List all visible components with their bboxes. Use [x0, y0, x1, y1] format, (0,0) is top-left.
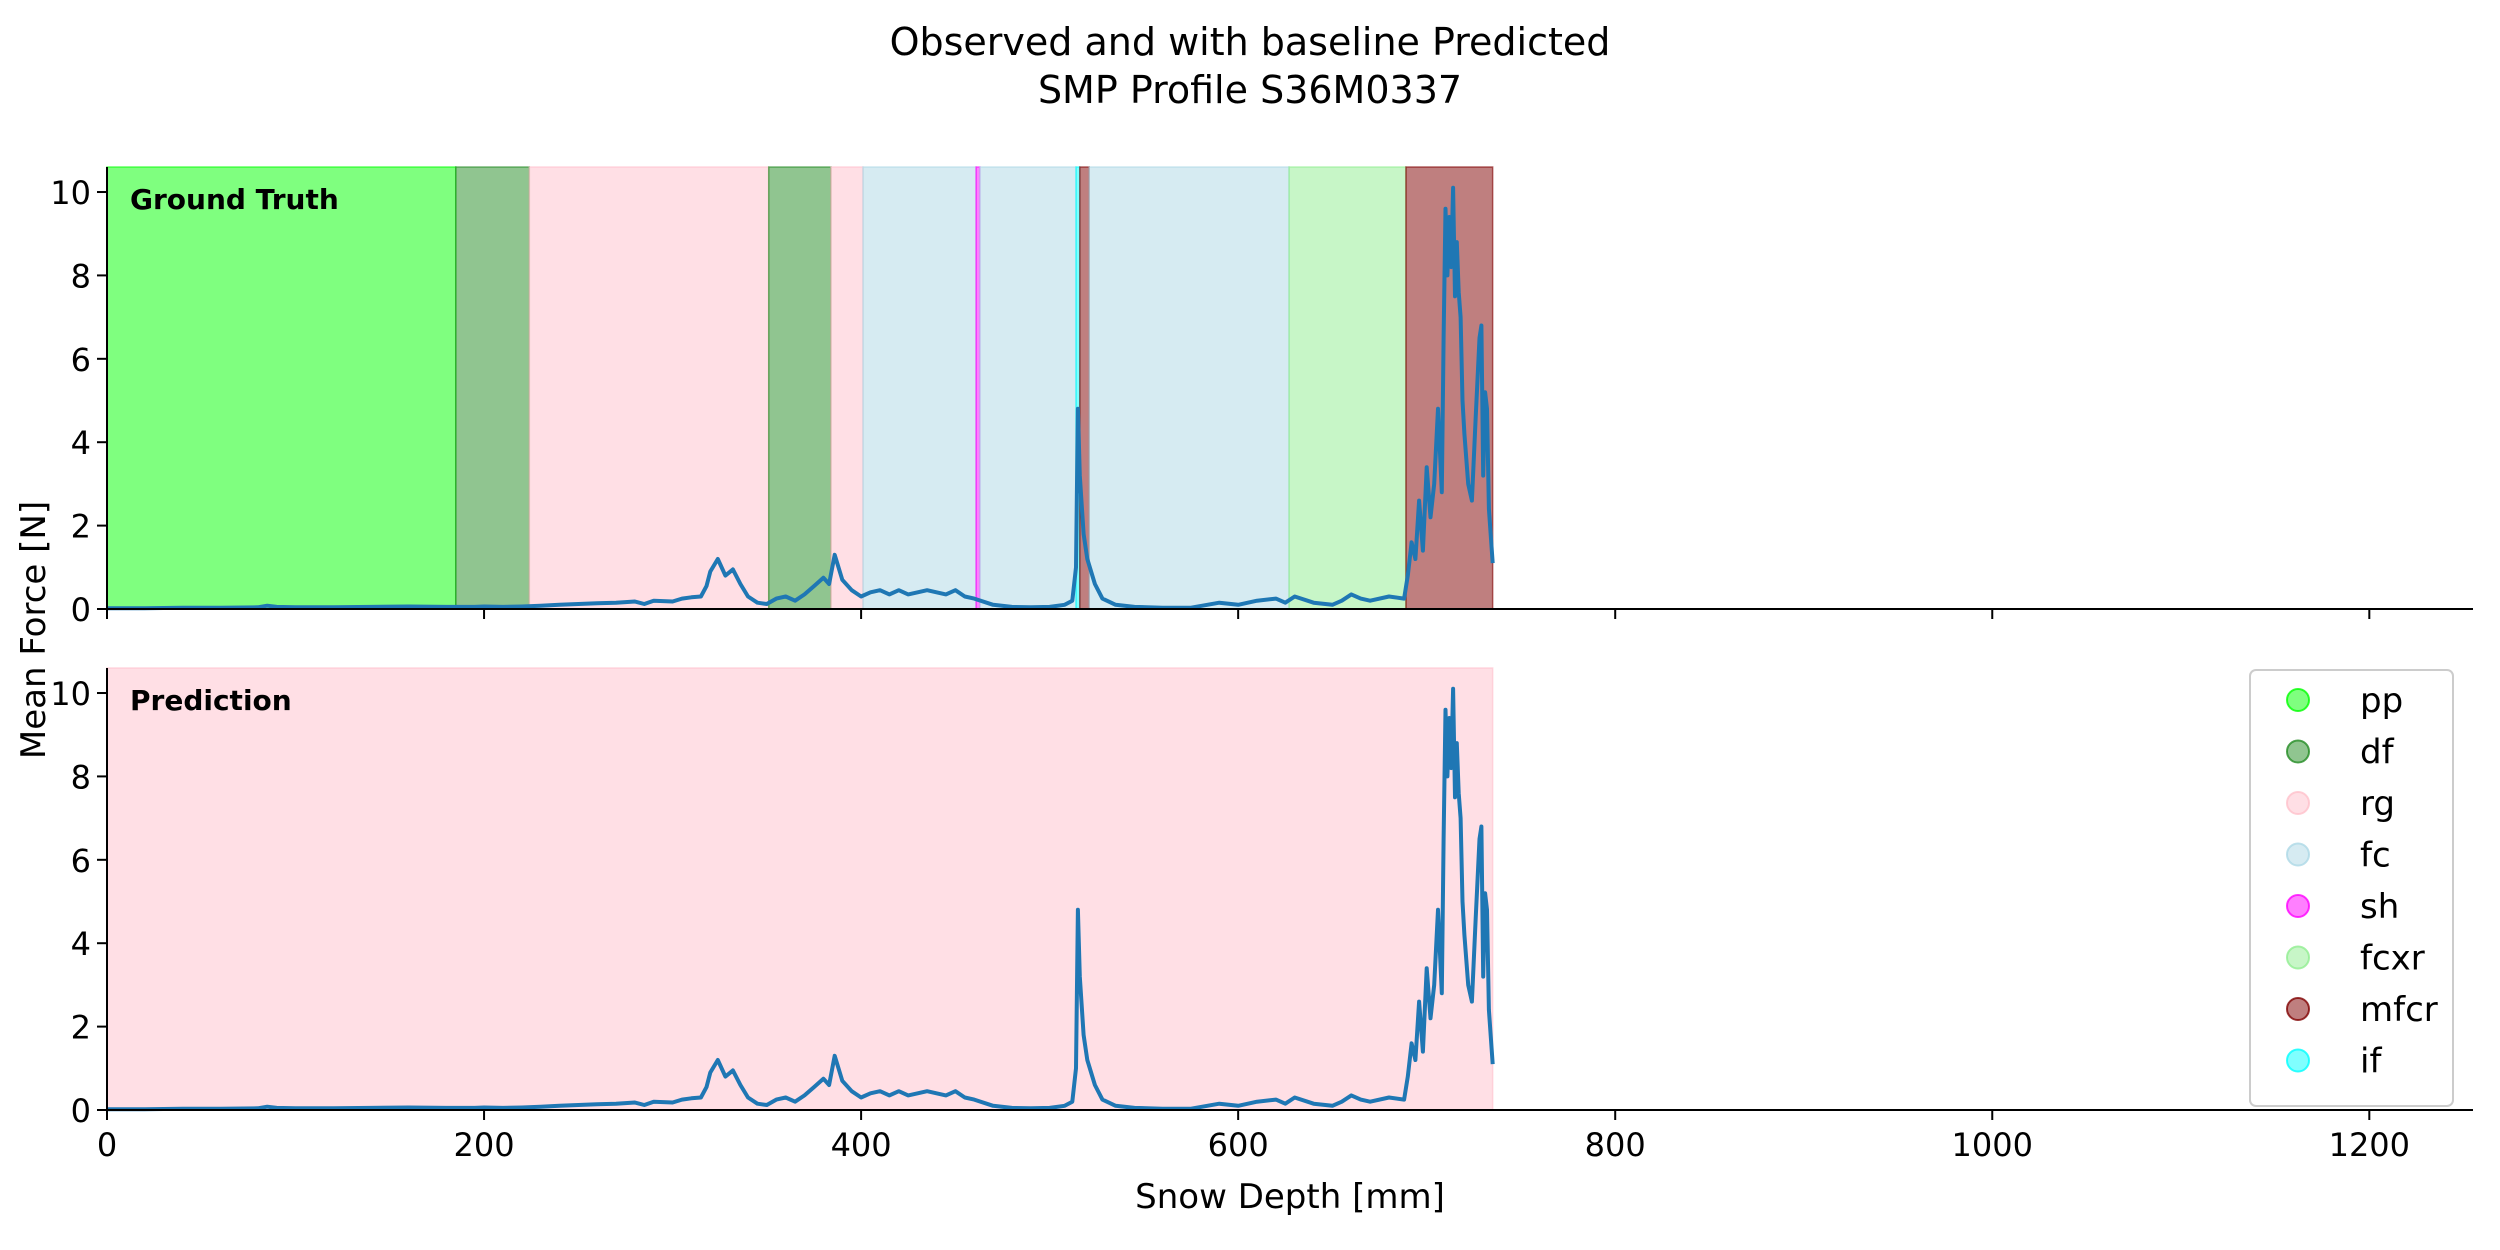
y-axis-label: Mean Force [N]: [14, 501, 54, 759]
legend-label-fcxr: fcxr: [2360, 939, 2425, 979]
segment-pp: [106, 166, 457, 610]
legend-label-sh: sh: [2360, 887, 2399, 927]
y-tick-label: 8: [71, 758, 91, 796]
x-tick-label: 800: [1585, 1126, 1646, 1164]
segment-fc: [1088, 166, 1290, 610]
segment-fcxr: [1288, 166, 1407, 610]
y-tick-label: 4: [71, 925, 91, 963]
x-tick-label: 1200: [2329, 1126, 2410, 1164]
x-tick-label: 400: [831, 1126, 892, 1164]
x-tick-label: 600: [1208, 1126, 1269, 1164]
legend-marker-if: [2286, 1048, 2310, 1073]
legend-marker-pp: [2286, 688, 2310, 712]
segment-rg: [528, 166, 770, 610]
legend-label-if: if: [2360, 1042, 2382, 1082]
y-tick-label: 6: [71, 341, 91, 379]
y-tick-label: 0: [71, 1092, 91, 1130]
legend-label-df: df: [2360, 733, 2395, 773]
legend-label-pp: pp: [2360, 681, 2403, 721]
force-line: [107, 686, 1495, 1112]
segment-rg: [830, 166, 864, 610]
force-line: [107, 185, 1495, 611]
segment-rg: [106, 667, 1494, 1111]
legend-marker-mfcr: [2286, 997, 2310, 1021]
x-tick-label: 200: [454, 1126, 515, 1164]
legend-marker-fc: [2286, 842, 2310, 867]
x-tick-label: 0: [97, 1126, 117, 1164]
y-tick-label: 6: [71, 842, 91, 880]
segment-df: [455, 166, 531, 610]
legend-box: [2249, 669, 2454, 1107]
segment-fc: [979, 166, 1077, 610]
panel-label: Ground Truth: [130, 183, 339, 216]
legend-marker-df: [2286, 739, 2310, 764]
legend-marker-fcxr: [2286, 945, 2310, 970]
y-tick-label: 10: [50, 174, 91, 212]
y-tick-label: 2: [71, 1009, 91, 1047]
legend-label-fc: fc: [2360, 836, 2391, 876]
y-tick-label: 8: [71, 257, 91, 295]
chart-title-line-2: SMP Profile S36M0337: [1037, 68, 1463, 112]
legend-label-rg: rg: [2360, 784, 2395, 824]
legend-marker-rg: [2286, 791, 2310, 815]
y-tick-label: 2: [71, 508, 91, 546]
segment-fc: [862, 166, 977, 610]
chart-title-line-1: Observed and with baseline Predicted: [889, 20, 1611, 64]
legend-label-mfcr: mfcr: [2360, 990, 2438, 1030]
x-tick-label: 1000: [1952, 1126, 2033, 1164]
segment-df: [767, 166, 832, 610]
panel-label: Prediction: [130, 684, 292, 717]
legend-marker-sh: [2286, 894, 2310, 918]
y-tick-label: 10: [50, 675, 91, 713]
y-tick-label: 0: [71, 591, 91, 629]
y-tick-label: 4: [71, 424, 91, 462]
x-axis-label: Snow Depth [mm]: [1135, 1177, 1445, 1217]
